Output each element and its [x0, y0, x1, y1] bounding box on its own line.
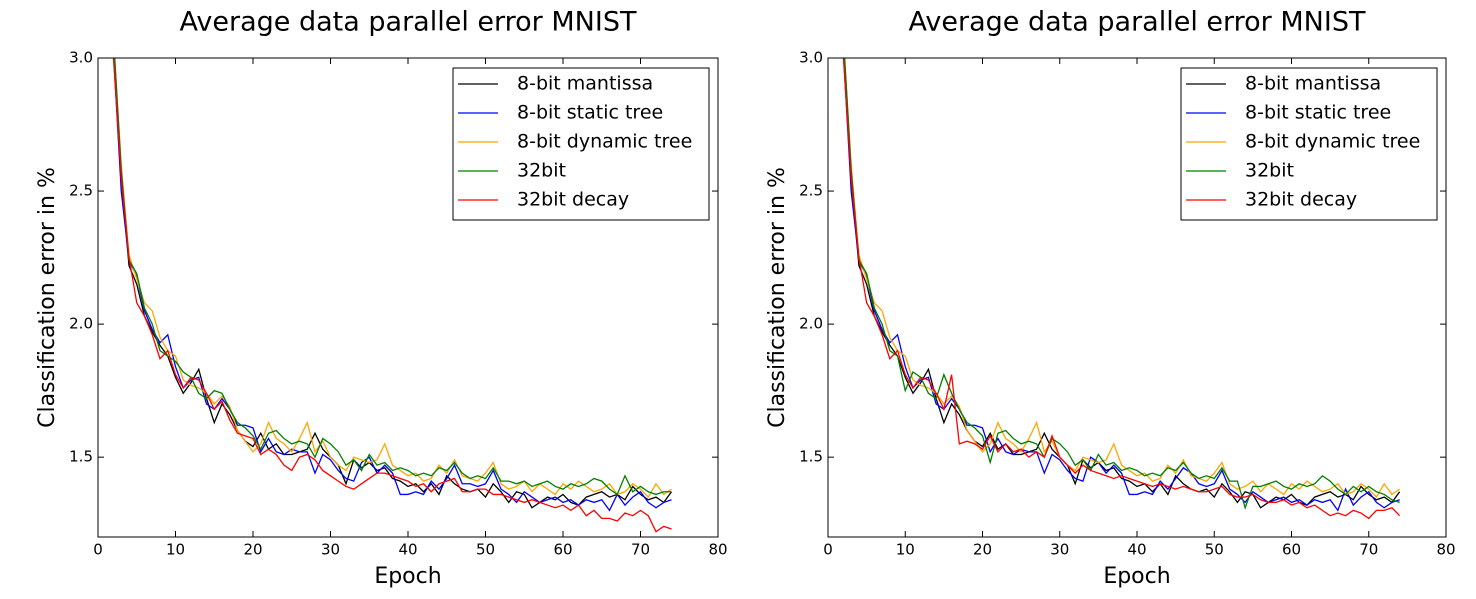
chart-title: Average data parallel error MNIST	[909, 7, 1366, 38]
y-tick-label: 2.0	[69, 315, 93, 333]
legend-label: 8-bit static tree	[1245, 102, 1391, 124]
legend-label: 8-bit dynamic tree	[517, 131, 692, 153]
x-axis-label: Epoch	[1103, 564, 1170, 589]
plot-area	[842, 58, 1401, 520]
x-tick-label: 50	[476, 541, 495, 559]
y-tick-label: 1.5	[799, 448, 823, 466]
y-tick-label: 2.5	[69, 182, 93, 200]
series-line	[113, 58, 672, 499]
x-tick-label: 80	[1436, 541, 1455, 559]
series-line	[114, 58, 672, 496]
y-tick-label: 3.0	[69, 49, 93, 67]
legend-label: 32bit decay	[1245, 189, 1357, 211]
x-tick-label: 50	[1205, 541, 1224, 559]
y-axis-label: Classification error in %	[35, 167, 60, 428]
legend-label: 32bit	[517, 160, 566, 182]
x-tick-label: 20	[243, 541, 262, 559]
legend-label: 32bit decay	[517, 189, 629, 211]
x-tick-label: 10	[166, 541, 185, 559]
x-tick-label: 60	[1282, 541, 1301, 559]
legend-label: 8-bit mantissa	[517, 73, 653, 95]
x-axis-label: Epoch	[374, 564, 441, 589]
x-tick-label: 0	[93, 541, 103, 559]
legend-label: 8-bit mantissa	[1245, 73, 1381, 95]
x-tick-label: 10	[896, 541, 915, 559]
x-tick-label: 60	[553, 541, 572, 559]
chart-title: Average data parallel error MNIST	[180, 7, 637, 38]
axes-frame	[827, 57, 1447, 538]
y-axis-label: Classification error in %	[765, 167, 790, 428]
y-tick-label: 2.0	[799, 315, 823, 333]
x-tick-label: 30	[321, 541, 340, 559]
legend-label: 8-bit dynamic tree	[1245, 131, 1420, 153]
x-tick-label: 40	[1127, 541, 1146, 559]
y-tick-label: 3.0	[799, 49, 823, 67]
legend-label: 8-bit static tree	[517, 102, 663, 124]
series-line	[844, 58, 1400, 510]
x-tick-label: 40	[398, 541, 417, 559]
series-line	[843, 58, 1401, 499]
y-tick-label: 1.5	[69, 448, 93, 466]
x-tick-label: 70	[1359, 541, 1378, 559]
x-tick-label: 70	[631, 541, 650, 559]
x-tick-label: 80	[708, 541, 727, 559]
x-tick-label: 0	[823, 541, 833, 559]
series-line	[112, 58, 672, 533]
x-tick-label: 20	[973, 541, 992, 559]
axes-frame	[97, 57, 719, 538]
y-tick-label: 2.5	[799, 182, 823, 200]
series-line	[842, 58, 1401, 520]
legend-box	[452, 67, 710, 221]
legend-label: 32bit	[1245, 160, 1294, 182]
legend-box	[1180, 67, 1438, 221]
plot-area	[112, 58, 673, 533]
x-tick-label: 30	[1050, 541, 1069, 559]
